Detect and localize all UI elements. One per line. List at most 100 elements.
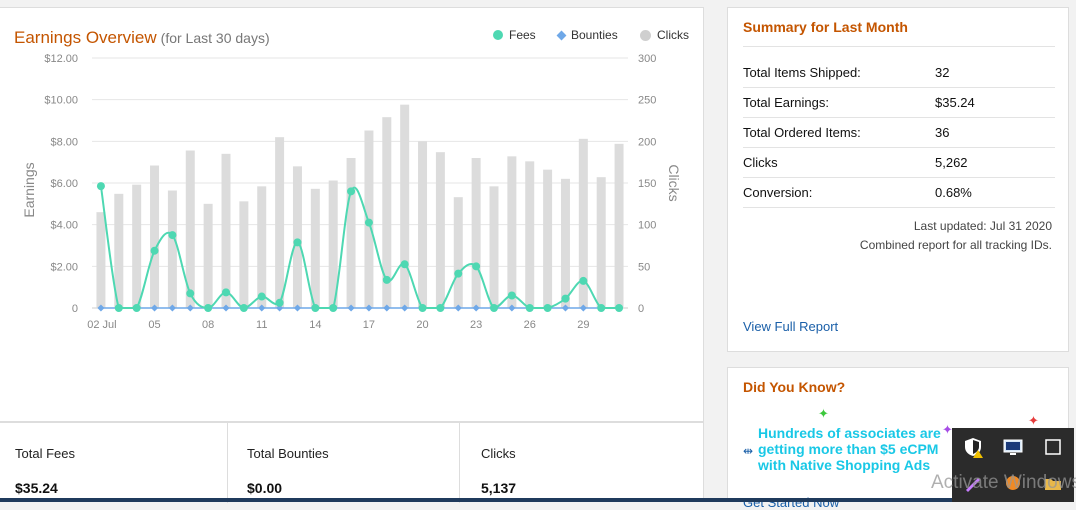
fees-point — [418, 304, 427, 312]
legend-bounties[interactable]: Bounties — [556, 28, 618, 42]
clicks-bar — [489, 186, 499, 308]
y2-tick-label: 150 — [638, 178, 656, 190]
y-tick-label: $12.00 — [44, 53, 78, 65]
totals-panel: Total Fees $35.24 Total Bounties $0.00 C… — [0, 422, 704, 503]
total-bounties-cell: Total Bounties $0.00 — [227, 423, 459, 503]
clicks-bar — [543, 169, 553, 308]
fees-point — [257, 292, 266, 301]
clicks-bar — [185, 150, 195, 308]
chart-title-text: Earnings Overview — [14, 28, 157, 47]
did-you-know-title: Did You Know? — [743, 379, 846, 395]
summary-row: Total Earnings: $35.24 — [743, 87, 1055, 118]
fees-point — [347, 187, 356, 196]
total-fees-cell: Total Fees $35.24 — [0, 423, 227, 503]
fees-point — [293, 238, 302, 247]
clicks-bar — [132, 184, 142, 308]
report-note: Combined report for all tracking IDs. — [859, 238, 1052, 252]
y2-tick-label: 100 — [638, 220, 656, 232]
fees-point — [329, 304, 338, 312]
bounties-point — [293, 304, 302, 312]
x-tick-label: 14 — [309, 319, 321, 331]
fees-point — [239, 304, 248, 312]
fees-point — [454, 269, 463, 278]
clicks-bar — [560, 178, 570, 308]
legend-clicks[interactable]: Clicks — [640, 28, 689, 42]
earnings-overview-panel: Earnings Overview (for Last 30 days) Fees… — [0, 7, 704, 422]
fees-point — [114, 304, 123, 312]
x-tick-label: 23 — [470, 319, 482, 331]
window-icon[interactable] — [1042, 436, 1064, 458]
x-tick-label: 17 — [363, 319, 375, 331]
y2-tick-label: 250 — [638, 95, 656, 107]
total-bounties-label: Total Bounties — [247, 446, 329, 461]
legend-fees-label: Fees — [509, 28, 536, 42]
clicks-bar — [310, 188, 320, 308]
y2-tick-label: 300 — [638, 53, 656, 65]
summary-row: Clicks 5,262 — [743, 147, 1055, 178]
clicks-bar — [400, 104, 410, 309]
clicks-bar — [167, 190, 177, 308]
security-shield-icon[interactable] — [962, 436, 984, 458]
x-tick-label: 08 — [202, 319, 214, 331]
pen-icon[interactable] — [962, 472, 984, 494]
summary-value: 36 — [935, 125, 950, 140]
x-tick-label: 05 — [148, 319, 160, 331]
clicks-bar — [221, 153, 231, 308]
total-clicks-label: Clicks — [481, 446, 516, 461]
system-tray-popup — [952, 428, 1074, 502]
x-tick-label: 11 — [256, 319, 267, 331]
clicks-bar — [257, 186, 267, 308]
chart-title: Earnings Overview (for Last 30 days) — [14, 28, 270, 48]
y2-tick-label: 200 — [638, 136, 656, 148]
view-full-report-link[interactable]: View Full Report — [743, 319, 839, 334]
fees-point — [579, 276, 588, 285]
clicks-bar — [596, 177, 606, 308]
summary-key: Total Ordered Items: — [743, 125, 861, 140]
legend-fees[interactable]: Fees — [493, 28, 536, 42]
bounties-point — [347, 304, 355, 312]
clicks-bar — [418, 141, 428, 308]
fees-point — [472, 262, 481, 271]
fees-point — [543, 304, 552, 312]
fees-point — [615, 304, 624, 312]
bounties-point — [561, 304, 570, 312]
last-updated: Last updated: Jul 31 2020 — [913, 219, 1052, 233]
clicks-bar — [239, 201, 249, 308]
summary-value: 5,262 — [935, 155, 968, 170]
summary-key: Total Earnings: — [743, 95, 829, 110]
clicks-bar — [328, 180, 338, 308]
y-tick-label: $2.00 — [50, 261, 78, 273]
bounties-point — [97, 304, 105, 312]
bounties-point — [579, 304, 587, 312]
bounties-point — [383, 304, 391, 312]
clicks-bar — [96, 212, 106, 308]
y-tick-label: $4.00 — [50, 220, 78, 232]
bounties-point — [258, 304, 266, 312]
clicks-bar — [275, 137, 285, 308]
total-clicks-cell: Clicks 5,137 — [459, 423, 703, 503]
y2-axis-title: Clicks — [666, 164, 682, 201]
app-tray-icon[interactable] — [1002, 472, 1024, 494]
summary-key: Clicks — [743, 155, 778, 170]
y-tick-label: $10.00 — [44, 95, 78, 107]
earnings-chart: $12.00 300$10.00 250$8.00 200$6.00 150$4.00 1… — [21, 53, 682, 331]
clicks-bar — [507, 156, 517, 308]
summary-row: Total Items Shipped: 32 — [743, 57, 1055, 88]
folder-icon[interactable] — [1042, 472, 1064, 494]
total-fees-label: Total Fees — [15, 446, 75, 461]
clicks-bar — [150, 165, 160, 308]
x-tick-label: 29 — [577, 319, 589, 331]
fees-point — [364, 218, 373, 227]
x-tick-label: 02 Jul — [87, 319, 116, 331]
bottom-bar — [0, 498, 952, 502]
clicks-swatch-icon — [640, 29, 651, 41]
fees-point — [275, 298, 284, 307]
native-ads-promo[interactable]: Hundreds of associates are getting more … — [758, 425, 941, 473]
display-icon[interactable] — [1002, 436, 1024, 458]
bullet-icon: ⇹ — [743, 444, 754, 458]
fees-point — [507, 291, 516, 300]
fees-point — [382, 275, 391, 284]
y-tick-label: 0 — [72, 303, 78, 315]
fees-point — [436, 304, 445, 312]
sparkle-icon: ✦ — [942, 422, 953, 437]
